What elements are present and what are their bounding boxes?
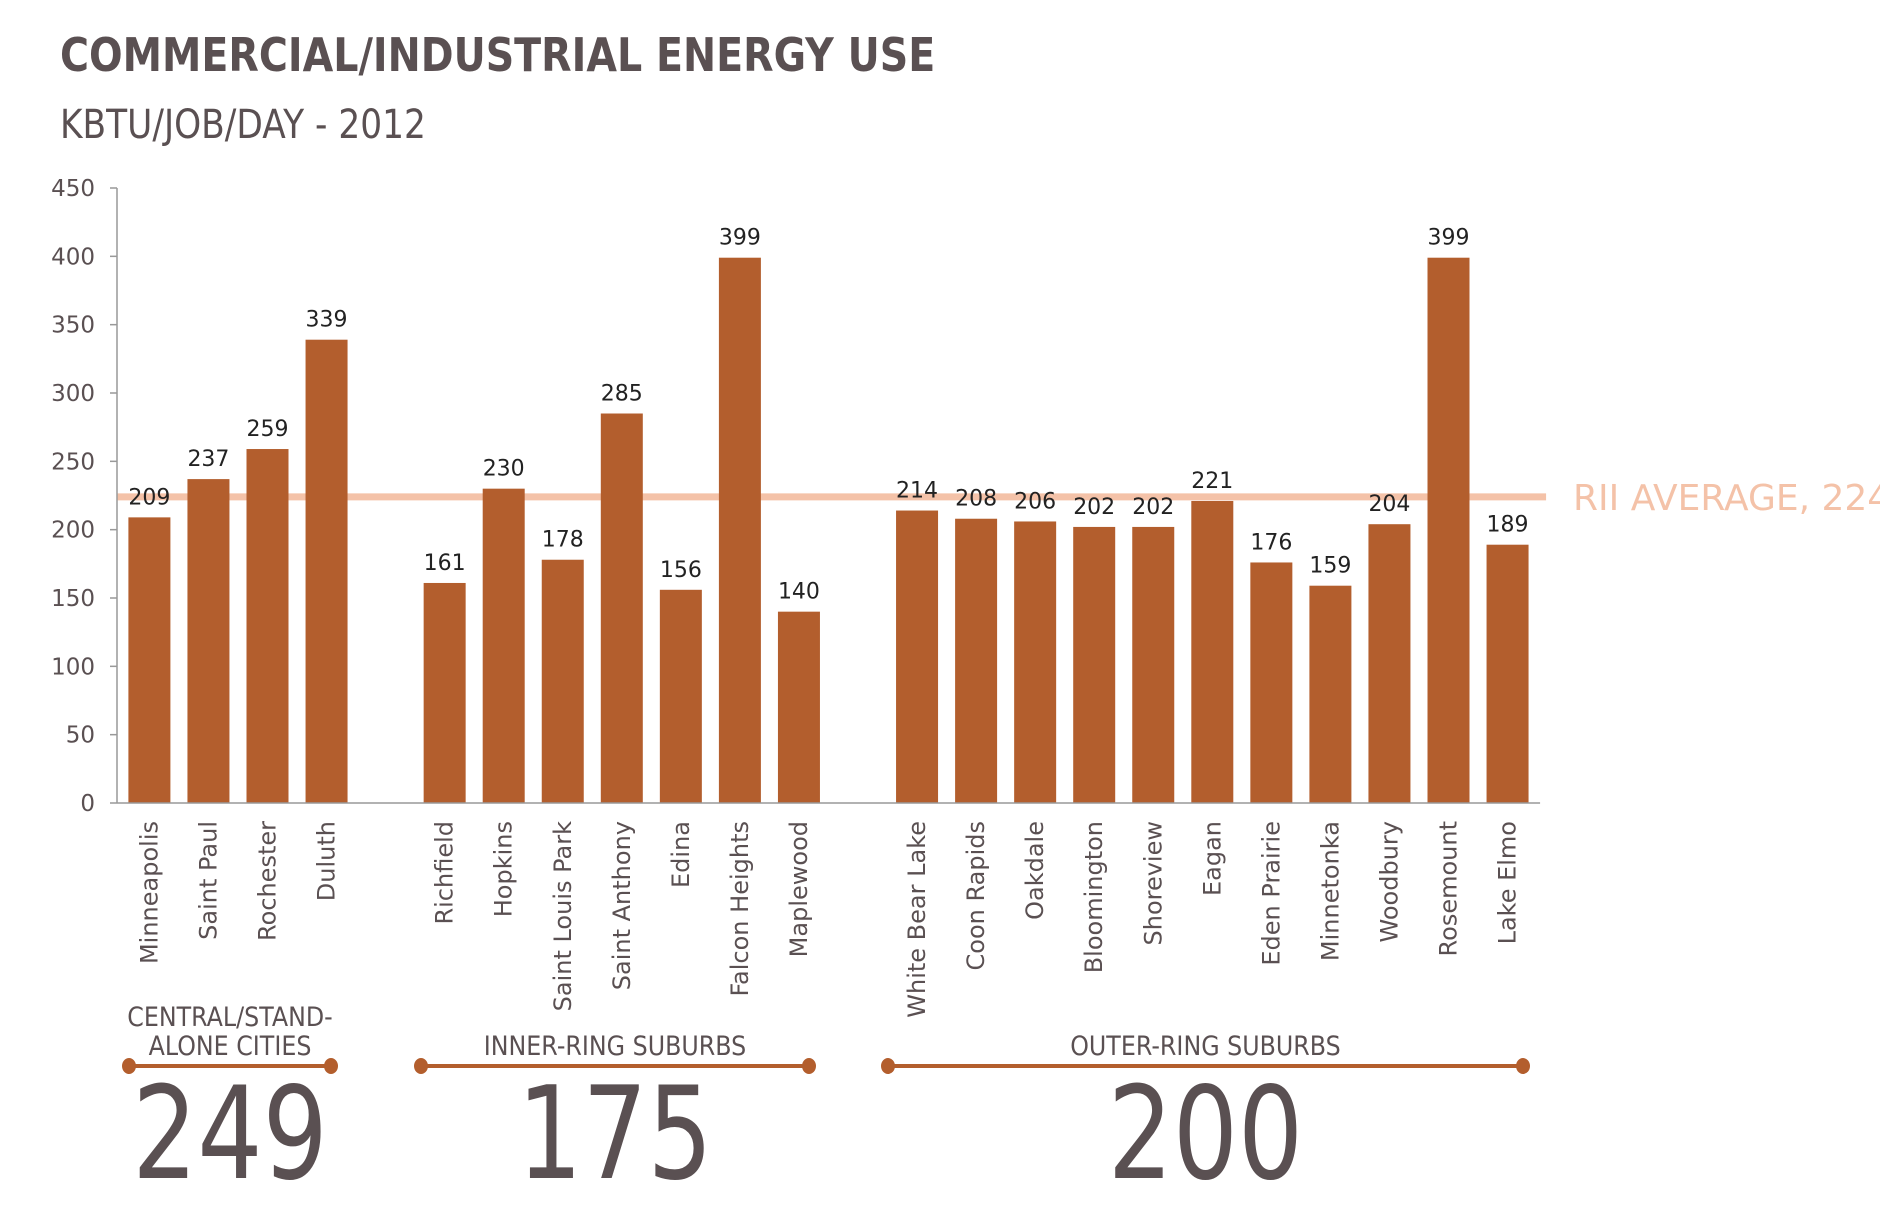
data-label: 259 [247,417,289,442]
x-tick-label: Edina [667,821,695,888]
bar [896,510,939,803]
x-tick-label: Bloomington [1080,821,1108,973]
x-tick-label: Woodbury [1375,821,1403,942]
y-tick-label: 450 [51,176,95,202]
data-label: 209 [128,485,170,510]
y-tick-label: 300 [51,381,95,407]
data-label: 159 [1309,554,1351,579]
bar [541,559,584,803]
data-label: 208 [955,487,997,512]
data-label: 189 [1487,513,1529,538]
bar [1191,500,1234,803]
y-tick-label: 250 [51,449,95,475]
bar [128,517,171,803]
bar [1486,544,1529,803]
data-label: 339 [306,308,348,333]
bar [1368,524,1411,803]
x-tick-label: Shoreview [1139,821,1167,946]
data-label: 178 [542,528,584,553]
group-bracket-end [802,1058,816,1074]
chart-title: COMMERCIAL/INDUSTRIAL ENERGY USE [60,28,936,82]
bar [187,479,230,803]
y-tick-label: 150 [51,586,95,612]
data-label: 161 [424,551,466,576]
x-tick-label: Eagan [1198,821,1226,896]
group-summary-value: 249 [132,1060,327,1205]
bar [423,582,466,803]
group-bracket-end [122,1058,136,1074]
data-label: 221 [1191,469,1233,494]
x-tick-label: Saint Paul [194,821,222,940]
bar [1014,521,1057,803]
group-summary-value: 200 [1108,1060,1303,1205]
bar [246,449,289,803]
bar [1250,562,1293,803]
bar [1073,526,1116,803]
x-tick-label: Oakdale [1021,821,1049,920]
y-tick-label: 350 [51,313,95,339]
group-bracket-end [414,1058,428,1074]
group-label: ALONE CITIES [149,1030,312,1062]
x-tick-label: Saint Louis Park [549,821,577,1011]
bar [1427,257,1470,803]
x-tick-label: Eden Prairie [1257,821,1285,966]
x-tick-label: Coon Rapids [962,821,990,970]
y-tick-label: 0 [80,791,95,817]
group-bracket-end [1516,1058,1530,1074]
group-bracket-end [881,1058,895,1074]
data-label: 214 [896,479,938,504]
bar [955,518,998,803]
bar [600,413,643,803]
x-tick-label: Falcon Heights [726,821,754,997]
x-tick-label: Maplewood [785,821,813,957]
bar [659,589,702,803]
data-label: 230 [483,457,525,482]
bar [718,257,761,803]
data-label: 156 [660,558,702,583]
y-tick-label: 400 [51,244,95,270]
x-tick-label: Minnetonka [1316,821,1344,961]
bar [1132,526,1175,803]
group-summary-value: 175 [517,1060,712,1205]
average-label: RII AVERAGE, 224 [1573,478,1880,519]
x-tick-label: Lake Elmo [1494,821,1522,944]
x-tick-label: Rochester [254,821,282,941]
y-tick-label: 50 [66,723,95,749]
x-tick-label: Minneapolis [135,821,163,964]
data-label: 399 [1428,226,1470,251]
chart-subtitle: KBTU/JOB/DAY - 2012 [60,102,426,148]
bar [777,611,820,803]
x-tick-label: Hopkins [490,821,518,917]
group-label: CENTRAL/STAND- [127,1001,333,1033]
bar [482,488,525,803]
x-tick-label: Rosemount [1435,821,1463,956]
x-tick-label: Saint Anthony [608,821,636,990]
data-label: 176 [1250,530,1292,555]
y-tick-label: 100 [51,654,95,680]
bar [1309,585,1352,803]
data-label: 140 [778,580,820,605]
x-tick-label: Duluth [313,821,341,901]
x-tick-label: White Bear Lake [903,821,931,1018]
data-label: 202 [1073,495,1115,520]
y-tick-label: 200 [51,518,95,544]
group-label: INNER-RING SUBURBS [484,1030,746,1062]
group-label: OUTER-RING SUBURBS [1070,1030,1341,1062]
data-label: 206 [1014,489,1056,514]
data-label: 202 [1132,495,1174,520]
bar [305,339,348,803]
data-label: 285 [601,382,643,407]
data-label: 399 [719,226,761,251]
group-bracket-end [324,1058,338,1074]
x-tick-label: Richfield [431,821,459,925]
data-label: 237 [187,447,229,472]
data-label: 204 [1368,492,1410,517]
